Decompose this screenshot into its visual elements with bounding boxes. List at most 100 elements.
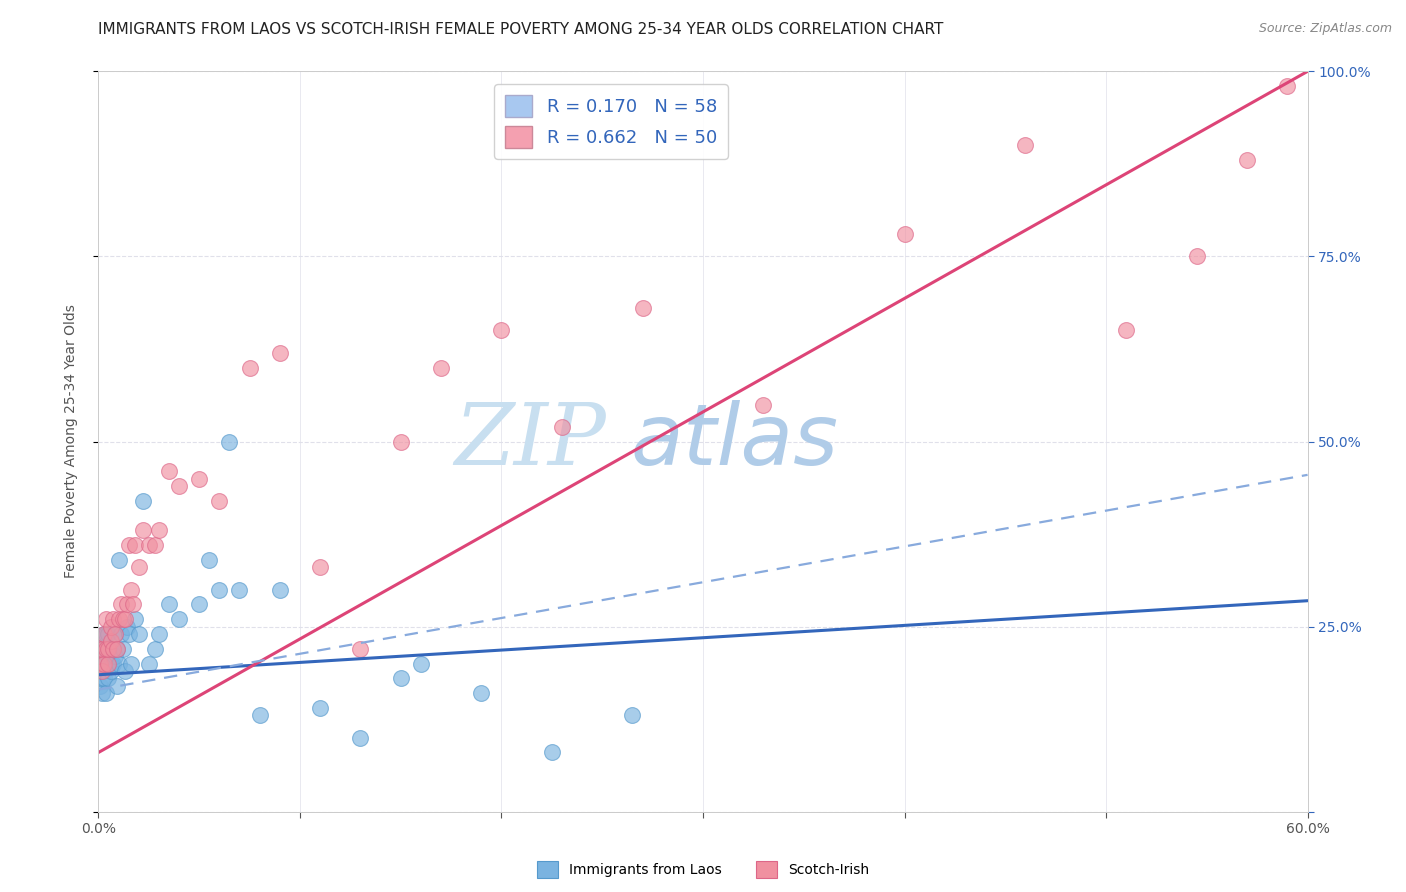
Point [97,657,120,671]
Point [93,657,115,671]
Point [621,708,644,723]
Point [114,612,136,626]
Point [103,627,125,641]
Point [239,360,262,375]
Point [132,493,155,508]
Point [188,598,211,612]
Point [157,464,180,478]
Point [309,701,332,715]
Point [188,471,211,485]
Point [143,538,166,552]
Point [105,641,128,656]
Point [101,657,124,671]
Point [167,612,190,626]
Point [111,641,134,656]
Point [114,664,136,678]
Point [93,627,115,641]
Point [1014,138,1036,153]
Legend: Immigrants from Laos, Scotch-Irish: Immigrants from Laos, Scotch-Irish [531,855,875,883]
Point [89,641,111,656]
Point [228,582,250,597]
Point [128,627,150,641]
Point [91,641,114,656]
Point [91,641,114,656]
Point [470,686,492,700]
Point [198,553,221,567]
Point [148,524,170,538]
Point [208,493,231,508]
Point [96,627,118,641]
Point [115,619,138,633]
Point [631,301,654,316]
Point [96,686,118,700]
Point [97,657,120,671]
Point [97,627,120,641]
Point [97,641,120,656]
Text: atlas: atlas [630,400,838,483]
Point [269,582,291,597]
Point [120,582,142,597]
Point [249,708,271,723]
Point [148,627,170,641]
Point [752,397,775,411]
Point [138,538,160,552]
Point [893,227,915,242]
Point [110,598,132,612]
Point [101,612,124,626]
Point [110,627,132,641]
Point [103,649,125,664]
Point [430,360,453,375]
Point [143,641,166,656]
Point [389,672,412,686]
Point [103,627,125,641]
Point [97,672,120,686]
Point [1115,324,1137,338]
Point [1236,153,1258,168]
Point [100,657,122,671]
Point [208,582,231,597]
Point [491,324,513,338]
Point [409,657,432,671]
Point [96,612,118,626]
Point [100,641,122,656]
Point [124,612,146,626]
Point [349,641,371,656]
Point [96,641,118,656]
Point [269,345,291,359]
Point [118,627,141,641]
Point [107,553,129,567]
Point [89,679,111,693]
Point [91,686,114,700]
Legend: R = 0.170   N = 58, R = 0.662   N = 50: R = 0.170 N = 58, R = 0.662 N = 50 [495,84,728,159]
Point [91,657,114,671]
Point [91,672,114,686]
Point [124,538,146,552]
Text: ZIP: ZIP [454,401,606,483]
Point [105,641,128,656]
Point [118,538,141,552]
Point [96,657,118,671]
Point [121,598,143,612]
Point [349,731,371,745]
Text: IMMIGRANTS FROM LAOS VS SCOTCH-IRISH FEMALE POVERTY AMONG 25-34 YEAR OLDS CORREL: IMMIGRANTS FROM LAOS VS SCOTCH-IRISH FEM… [98,22,943,37]
Point [93,657,115,671]
Point [1185,250,1208,264]
Point [541,746,564,760]
Text: Source: ZipAtlas.com: Source: ZipAtlas.com [1258,22,1392,36]
Point [115,598,138,612]
Point [218,434,240,449]
Point [389,434,412,449]
Point [1277,79,1299,94]
Y-axis label: Female Poverty Among 25-34 Year Olds: Female Poverty Among 25-34 Year Olds [63,304,77,579]
Point [120,657,142,671]
Point [93,641,115,656]
Point [100,634,122,648]
Point [551,419,574,434]
Point [107,657,129,671]
Point [93,627,115,641]
Point [89,657,111,671]
Point [167,479,190,493]
Point [128,560,150,574]
Point [138,657,160,671]
Point [101,641,124,656]
